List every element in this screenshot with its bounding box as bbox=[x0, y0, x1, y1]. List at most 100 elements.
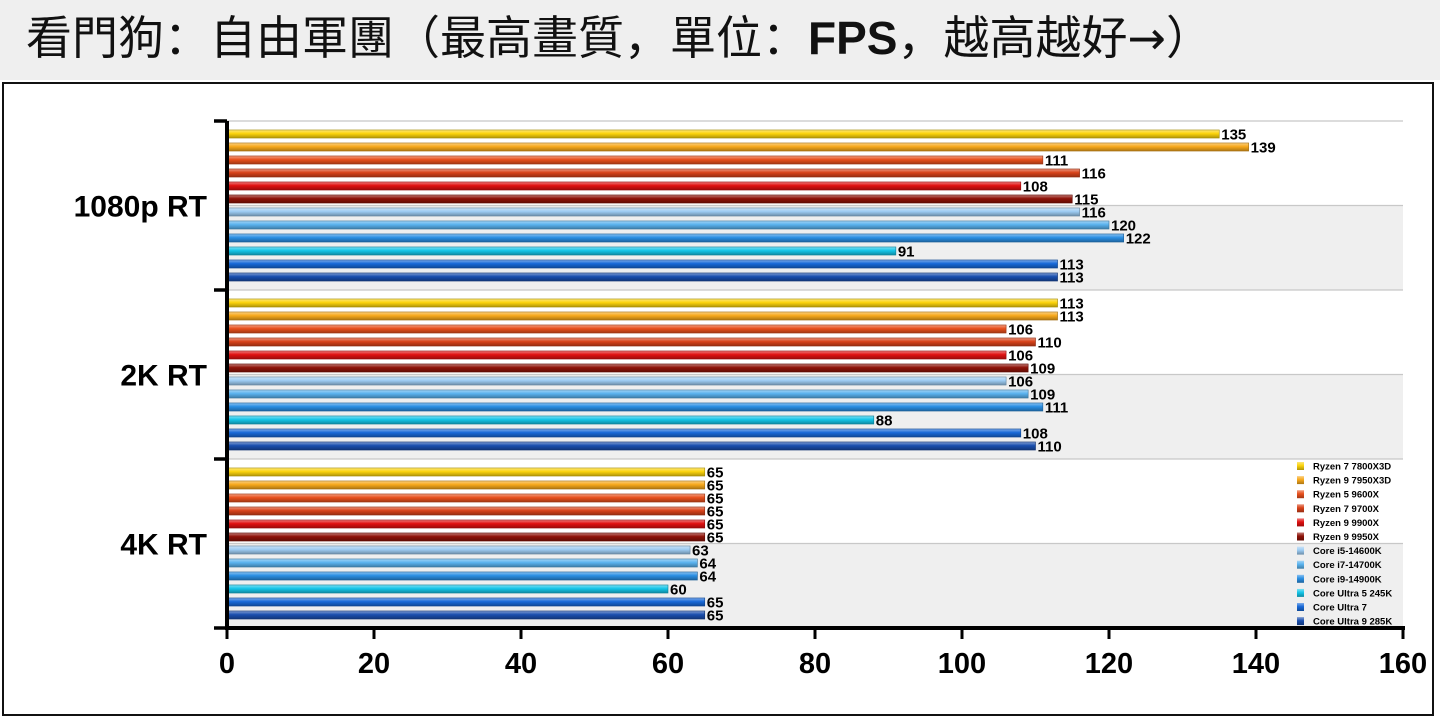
bar-core-ultra-9-285k-2k-rt bbox=[226, 441, 1036, 451]
legend-item: Core Ultra 7 bbox=[1297, 603, 1367, 614]
bar-ryzen-9-9900x-1080p-rt bbox=[226, 181, 1022, 191]
bar-core-i5-14600k-1080p-rt bbox=[226, 207, 1080, 217]
bar-core-ultra-5-245k-4k-rt bbox=[226, 584, 669, 594]
bar-ryzen-5-9600x-1080p-rt bbox=[226, 155, 1044, 165]
bar-ryzen-7-9700x-4k-rt bbox=[226, 506, 706, 516]
legend-item: Ryzen 7 7800X3D bbox=[1297, 462, 1391, 473]
value-label: 64 bbox=[699, 569, 716, 586]
legend-swatch bbox=[1297, 588, 1304, 597]
legend-label: Ryzen 7 9700X bbox=[1313, 504, 1380, 515]
bar-ryzen-7-9700x-1080p-rt bbox=[226, 168, 1080, 178]
value-label: 65 bbox=[707, 530, 724, 547]
value-label: 65 bbox=[707, 504, 724, 521]
value-label: 65 bbox=[707, 517, 724, 534]
bar-core-i9-14900k-4k-rt bbox=[226, 571, 698, 581]
legend-label: Core Ultra 9 285K bbox=[1313, 617, 1392, 628]
title-bar: 看門狗：自由軍團（最高畫質，單位：FPS，越高越好→） bbox=[0, 0, 1440, 80]
legend-swatch bbox=[1297, 560, 1304, 569]
bar-core-i7-14700k-2k-rt bbox=[226, 389, 1029, 399]
bar-ryzen-9-9950x-4k-rt bbox=[226, 532, 706, 542]
title-suffix: ，越高越好→） bbox=[897, 11, 1213, 65]
x-tick-label: 20 bbox=[358, 648, 390, 680]
legend-swatch bbox=[1297, 574, 1304, 583]
legend-label: Ryzen 9 9900X bbox=[1313, 518, 1380, 529]
value-label: 110 bbox=[1038, 335, 1062, 352]
legend-item: Core i5-14600K bbox=[1297, 546, 1382, 557]
x-tick-label: 0 bbox=[219, 648, 235, 680]
legend-swatch bbox=[1297, 518, 1304, 527]
axes: 1080p RT 2K RT 4K RT 0 20 40 60 80 100 120 140 160 bbox=[74, 119, 1427, 680]
bar-core-ultra-5-245k-1080p-rt bbox=[226, 246, 897, 256]
legend: Ryzen 7 7800X3D Ryzen 9 7950X3D Ryzen 5 96… bbox=[1297, 462, 1392, 628]
legend-label: Ryzen 9 9950X bbox=[1313, 532, 1380, 543]
value-label: 113 bbox=[1060, 257, 1084, 274]
legend-label: Core i7-14700K bbox=[1313, 560, 1382, 571]
value-label: 122 bbox=[1126, 231, 1151, 248]
legend-swatch bbox=[1297, 617, 1304, 626]
bar-core-ultra-9-285k-4k-rt bbox=[226, 610, 706, 620]
legend-swatch bbox=[1297, 476, 1304, 485]
x-tick-label: 40 bbox=[505, 648, 537, 680]
legend-item: Core Ultra 5 245K bbox=[1297, 588, 1392, 599]
bar-ryzen-9-7950x3d-2k-rt bbox=[226, 311, 1058, 321]
bar-marks bbox=[226, 129, 1249, 620]
legend-item: Ryzen 7 9700X bbox=[1297, 504, 1380, 515]
legend-item: Core i9-14900K bbox=[1297, 574, 1382, 585]
bar-ryzen-5-9600x-2k-rt bbox=[226, 324, 1007, 334]
legend-swatch bbox=[1297, 546, 1304, 555]
category-label: 1080p RT bbox=[74, 191, 207, 224]
bar-ryzen-9-9950x-1080p-rt bbox=[226, 194, 1073, 204]
legend-swatch bbox=[1297, 532, 1304, 541]
x-tick-label: 140 bbox=[1232, 648, 1280, 680]
x-tick-label: 120 bbox=[1085, 648, 1133, 680]
legend-swatch bbox=[1297, 603, 1304, 611]
value-label: 135 bbox=[1221, 127, 1246, 144]
bar-ryzen-9-9950x-2k-rt bbox=[226, 363, 1029, 373]
x-tick-label: 160 bbox=[1379, 648, 1427, 680]
value-label: 111 bbox=[1045, 400, 1068, 417]
category-label: 4K RT bbox=[120, 529, 207, 562]
chart-title: 看門狗：自由軍團（最高畫質，單位：FPS，越高越好→） bbox=[26, 6, 1212, 70]
value-label: 115 bbox=[1074, 192, 1098, 209]
bar-ryzen-7-9700x-2k-rt bbox=[226, 337, 1036, 347]
value-label: 106 bbox=[1008, 322, 1033, 339]
value-label: 116 bbox=[1082, 166, 1106, 183]
legend-swatch bbox=[1297, 462, 1304, 470]
x-tick-label: 60 bbox=[652, 648, 684, 680]
legend-item: Core Ultra 9 285K bbox=[1297, 617, 1392, 628]
bar-ryzen-9-7950x3d-1080p-rt bbox=[226, 142, 1249, 152]
value-label: 65 bbox=[707, 465, 724, 482]
value-label: 110 bbox=[1038, 439, 1062, 456]
value-label: 108 bbox=[1023, 179, 1048, 196]
legend-item: Ryzen 9 9950X bbox=[1297, 532, 1380, 543]
value-label: 108 bbox=[1023, 426, 1048, 443]
legend-label: Core Ultra 7 bbox=[1313, 603, 1367, 614]
value-label: 106 bbox=[1008, 374, 1033, 391]
legend-label: Core Ultra 5 245K bbox=[1313, 588, 1392, 599]
legend-item: Ryzen 9 7950X3D bbox=[1297, 476, 1391, 487]
value-labels: 1351391111161081151161201229111311311311… bbox=[670, 127, 1276, 625]
bar-core-i7-14700k-1080p-rt bbox=[226, 220, 1110, 230]
category-label: 2K RT bbox=[120, 360, 207, 393]
legend-item: Ryzen 9 9900X bbox=[1297, 518, 1380, 529]
value-label: 65 bbox=[707, 608, 724, 625]
value-label: 88 bbox=[876, 413, 893, 430]
legend-label: Ryzen 9 7950X3D bbox=[1313, 476, 1391, 487]
bar-core-ultra-5-245k-2k-rt bbox=[226, 415, 875, 425]
legend-label: Core i9-14900K bbox=[1313, 574, 1382, 585]
bar-core-ultra-7-1080p-rt bbox=[226, 259, 1058, 269]
value-label: 120 bbox=[1111, 218, 1136, 235]
legend-item: Ryzen 5 9600X bbox=[1297, 490, 1380, 501]
legend-label: Ryzen 7 7800X3D bbox=[1313, 462, 1391, 473]
value-label: 109 bbox=[1030, 361, 1055, 378]
bar-ryzen-7-7800x3d-2k-rt bbox=[226, 298, 1058, 308]
legend-label: Ryzen 5 9600X bbox=[1313, 490, 1380, 501]
bar-core-i7-14700k-4k-rt bbox=[226, 558, 698, 568]
x-tick-label: 100 bbox=[938, 648, 986, 680]
bar-ryzen-9-9900x-4k-rt bbox=[226, 519, 706, 529]
value-label: 113 bbox=[1060, 270, 1084, 287]
legend-swatch bbox=[1297, 504, 1304, 513]
bar-core-ultra-7-2k-rt bbox=[226, 428, 1022, 438]
title-prefix: 看門狗：自由軍團（最高畫質，單位： bbox=[26, 11, 808, 65]
